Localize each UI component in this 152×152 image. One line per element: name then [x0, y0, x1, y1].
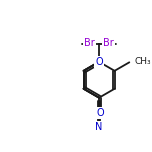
Text: O: O: [95, 57, 103, 67]
Text: O: O: [96, 108, 104, 118]
Text: CH₃: CH₃: [134, 57, 151, 66]
Text: Br: Br: [103, 38, 114, 48]
Text: N: N: [95, 122, 103, 132]
Text: Br: Br: [84, 38, 95, 48]
